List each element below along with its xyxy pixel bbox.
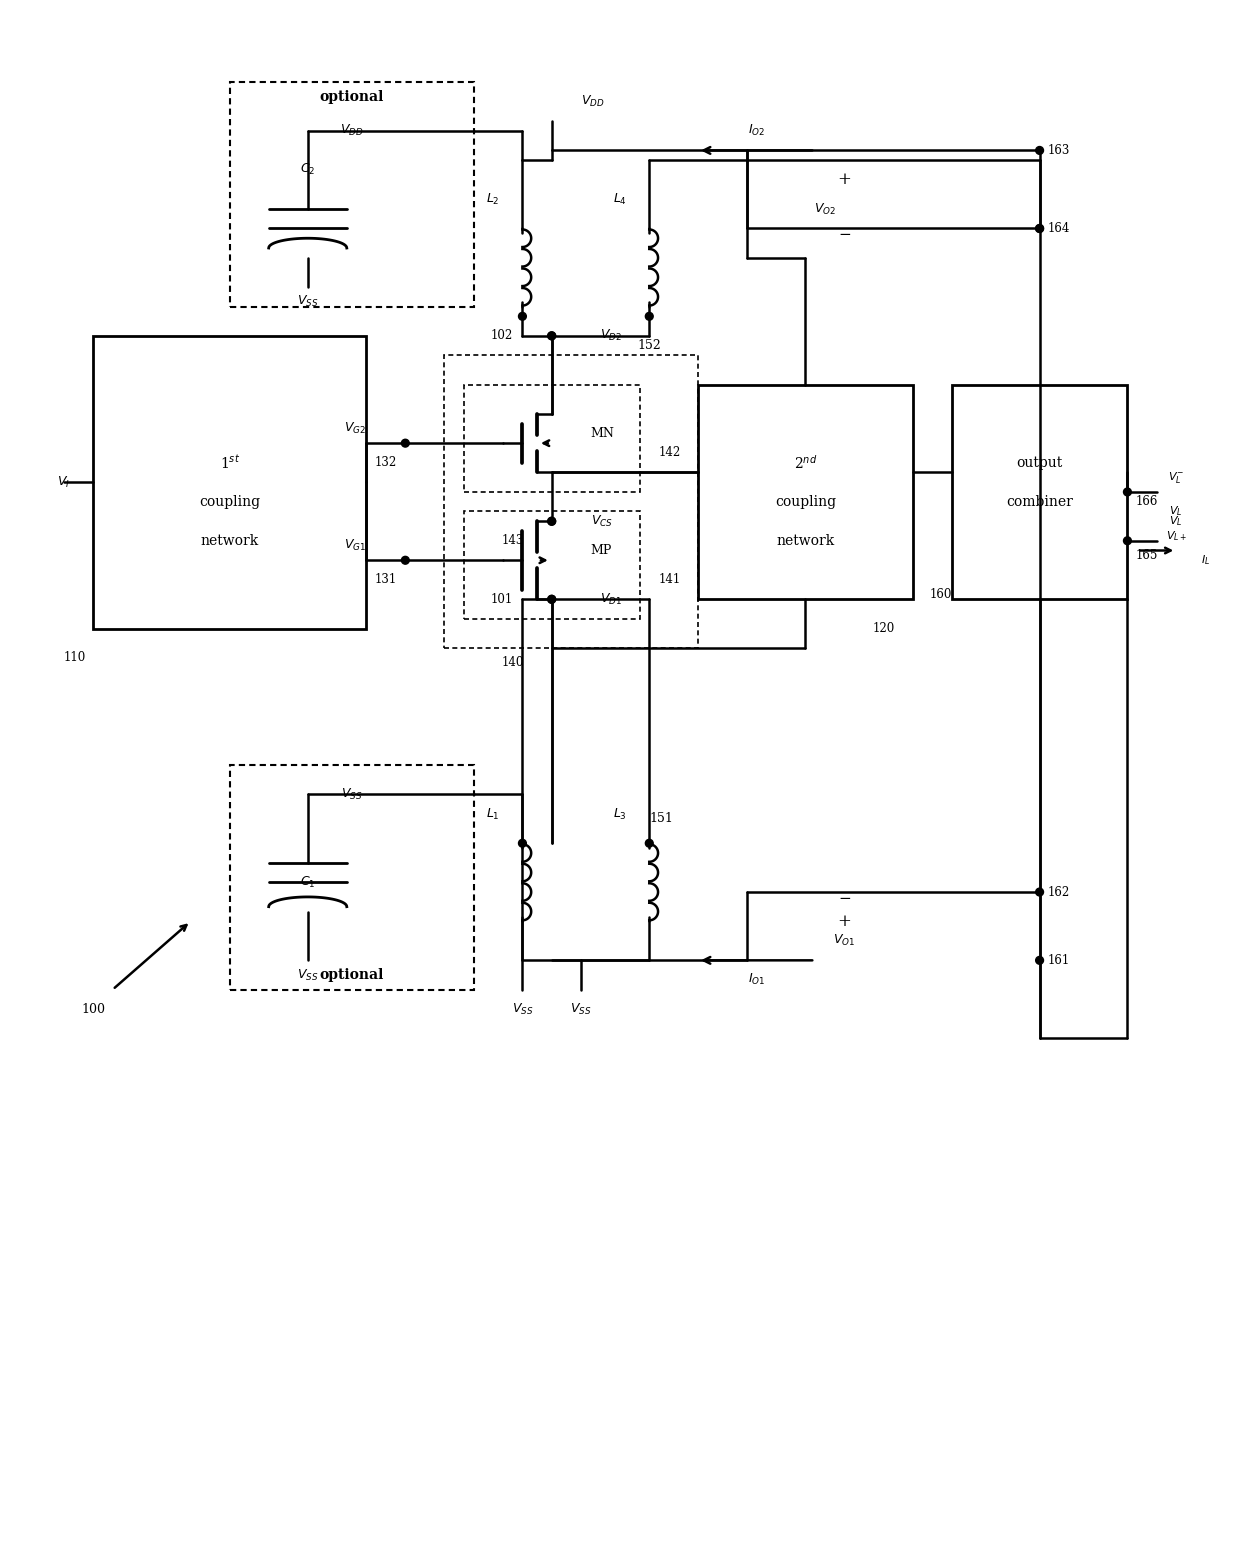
Text: $V_I$: $V_I$ [57, 474, 71, 490]
Text: $V_{O2}$: $V_{O2}$ [813, 201, 836, 216]
Text: 131: 131 [374, 573, 397, 586]
Circle shape [548, 595, 556, 603]
Text: 120: 120 [873, 623, 894, 635]
Circle shape [1123, 536, 1131, 545]
Text: $V_{G2}$: $V_{G2}$ [345, 420, 366, 436]
Text: $L_2$: $L_2$ [486, 192, 500, 207]
Text: output: output [1017, 456, 1063, 470]
Text: +: + [837, 171, 852, 188]
Text: 152: 152 [637, 338, 661, 352]
Circle shape [548, 518, 556, 525]
Circle shape [1035, 888, 1044, 896]
Circle shape [1035, 224, 1044, 232]
Circle shape [402, 556, 409, 564]
Text: optional: optional [320, 90, 384, 104]
Text: 163: 163 [1048, 144, 1070, 158]
Text: coupling: coupling [775, 494, 836, 508]
Text: optional: optional [320, 969, 384, 983]
Text: $V_{D2}$: $V_{D2}$ [600, 328, 622, 343]
Text: MN: MN [590, 426, 615, 440]
Text: network: network [201, 533, 259, 548]
Circle shape [1035, 956, 1044, 964]
Circle shape [548, 332, 556, 340]
Text: $V_{SS}$: $V_{SS}$ [512, 1001, 533, 1017]
Text: 1$^{st}$: 1$^{st}$ [219, 454, 239, 471]
Text: 101: 101 [490, 593, 512, 606]
Text: $C_2$: $C_2$ [300, 162, 315, 178]
Circle shape [518, 312, 526, 320]
Text: 143: 143 [501, 535, 523, 547]
Text: $V_{L+}$: $V_{L+}$ [1166, 528, 1187, 542]
Text: +: + [837, 913, 852, 930]
Text: $L_4$: $L_4$ [613, 192, 627, 207]
Text: 132: 132 [374, 456, 397, 470]
Text: $I_{O2}$: $I_{O2}$ [748, 124, 765, 139]
Text: $V_{SS}$: $V_{SS}$ [341, 786, 362, 802]
Circle shape [402, 439, 409, 447]
Text: 160: 160 [930, 589, 952, 601]
Text: 140: 140 [501, 657, 523, 669]
Text: $-$: $-$ [838, 890, 851, 904]
Text: 166: 166 [1136, 496, 1158, 508]
Circle shape [548, 332, 556, 340]
Text: $L_3$: $L_3$ [613, 806, 627, 822]
Text: MP: MP [590, 544, 613, 558]
Text: 2$^{nd}$: 2$^{nd}$ [794, 454, 817, 471]
Text: 110: 110 [63, 652, 86, 664]
Text: combiner: combiner [1006, 494, 1073, 508]
Text: 165: 165 [1136, 548, 1158, 562]
Circle shape [548, 518, 556, 525]
Circle shape [1123, 488, 1131, 496]
Text: $V_L$: $V_L$ [1169, 505, 1183, 519]
Text: $I_L$: $I_L$ [1200, 553, 1210, 567]
Text: $V_L$: $V_L$ [1169, 514, 1183, 528]
Text: $V_{D1}$: $V_{D1}$ [600, 592, 622, 607]
Circle shape [518, 839, 526, 847]
Circle shape [645, 312, 653, 320]
Circle shape [1035, 147, 1044, 154]
Text: $-$: $-$ [838, 227, 851, 241]
Text: 162: 162 [1048, 885, 1070, 899]
Text: $V_{SS}$: $V_{SS}$ [298, 294, 319, 309]
Text: 142: 142 [658, 447, 681, 459]
Text: $V_{SS}$: $V_{SS}$ [570, 1001, 591, 1017]
Text: coupling: coupling [200, 494, 260, 508]
Text: 102: 102 [490, 329, 512, 343]
Text: $V_{SS}$: $V_{SS}$ [298, 967, 319, 983]
Text: 151: 151 [650, 813, 673, 825]
Text: $V_{O1}$: $V_{O1}$ [833, 933, 856, 949]
Text: $V_{DD}$: $V_{DD}$ [582, 94, 605, 110]
Text: network: network [776, 533, 835, 548]
Text: 161: 161 [1048, 953, 1070, 967]
Text: $V_L^{-}$: $V_L^{-}$ [1168, 470, 1184, 485]
Circle shape [645, 839, 653, 847]
Text: $C_1$: $C_1$ [300, 874, 315, 890]
Circle shape [1035, 224, 1044, 232]
Text: 141: 141 [658, 573, 681, 586]
Text: 164: 164 [1048, 222, 1070, 235]
Text: $V_{G1}$: $V_{G1}$ [345, 538, 366, 553]
Text: $V_{CS}$: $V_{CS}$ [590, 513, 613, 528]
Text: $V_{DD}$: $V_{DD}$ [340, 124, 363, 139]
Circle shape [548, 595, 556, 603]
Text: $I_{O1}$: $I_{O1}$ [748, 972, 765, 987]
Text: 100: 100 [81, 1003, 105, 1015]
Text: $L_1$: $L_1$ [486, 806, 500, 822]
